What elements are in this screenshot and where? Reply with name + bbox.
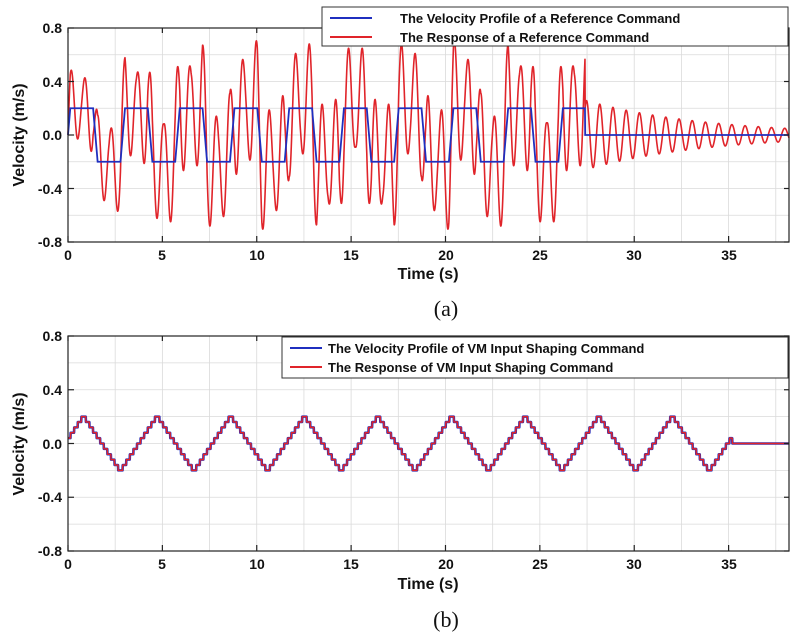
chart-a-xtick-label: 0	[64, 247, 72, 263]
chart-a-xtick-label: 35	[721, 247, 737, 263]
chart-b-xtick-label: 25	[532, 556, 548, 572]
chart-b-ytick-label: -0.8	[38, 543, 62, 559]
chart-a-ytick-label: 0.8	[43, 20, 63, 36]
chart-b-xtick-label: 35	[721, 556, 737, 572]
chart-b-caption: (b)	[433, 607, 459, 632]
chart-b-ytick-label: -0.4	[38, 489, 62, 505]
chart-a-caption: (a)	[434, 296, 458, 321]
chart-b-ytick-label: 0.8	[43, 328, 63, 344]
chart-a-series-command-line	[67, 107, 789, 163]
chart-a-x-axis-label: Time (s)	[397, 266, 458, 283]
chart-a: 0.8 0.4 0.0 -0.4 -0.8 0 5 10 15 20 25 30…	[11, 6, 790, 321]
chart-b-legend-box	[281, 336, 789, 379]
chart-a-ytick-label: 0.4	[43, 74, 63, 90]
chart-a-ytick-label: -0.4	[38, 181, 62, 197]
chart-a-ytick-label: -0.8	[38, 234, 62, 250]
chart-a-y-axis-label: Velocity (m/s)	[11, 83, 28, 186]
chart-a-legend-box	[321, 6, 789, 47]
chart-a-ytick-label: 0.0	[43, 127, 63, 143]
chart-b-series-response-line	[67, 415, 790, 472]
chart-b-xtick-label: 15	[343, 556, 359, 572]
chart-b-series	[66, 415, 791, 472]
chart-a-xtick-label: 10	[249, 247, 265, 263]
chart-b-ytick-label: 0.0	[43, 436, 63, 452]
chart-b-x-axis-label: Time (s)	[397, 576, 458, 593]
chart-a-xtick-label: 15	[343, 247, 359, 263]
chart-b-xtick-label: 5	[158, 556, 166, 572]
chart-b-y-axis-label: Velocity (m/s)	[11, 392, 28, 495]
chart-a-xtick-label: 5	[158, 247, 166, 263]
chart-a-legend: The Velocity Profile of a Reference Comm…	[321, 6, 789, 47]
chart-b-legend-label-command: The Velocity Profile of VM Input Shaping…	[328, 341, 644, 356]
chart-b: 0.8 0.4 0.0 -0.4 -0.8 0 5 10 15 20 25 30…	[11, 328, 791, 632]
chart-a-xtick-label: 25	[532, 247, 548, 263]
chart-a-xtick-label: 20	[438, 247, 454, 263]
chart-b-legend-label-response: The Response of VM Input Shaping Command	[328, 360, 613, 375]
chart-b-xtick-label: 20	[438, 556, 454, 572]
chart-a-legend-label-command: The Velocity Profile of a Reference Comm…	[400, 11, 680, 26]
chart-b-legend: The Velocity Profile of VM Input Shaping…	[281, 336, 789, 379]
chart-b-xtick-label: 30	[626, 556, 642, 572]
chart-b-xtick-label: 10	[249, 556, 265, 572]
chart-a-xtick-label: 30	[626, 247, 642, 263]
chart-a-series	[67, 40, 790, 230]
chart-a-legend-label-response: The Response of a Reference Command	[400, 30, 649, 45]
chart-a-series-response-line	[67, 40, 790, 230]
chart-b-xtick-label: 0	[64, 556, 72, 572]
chart-b-ytick-label: 0.4	[43, 382, 63, 398]
